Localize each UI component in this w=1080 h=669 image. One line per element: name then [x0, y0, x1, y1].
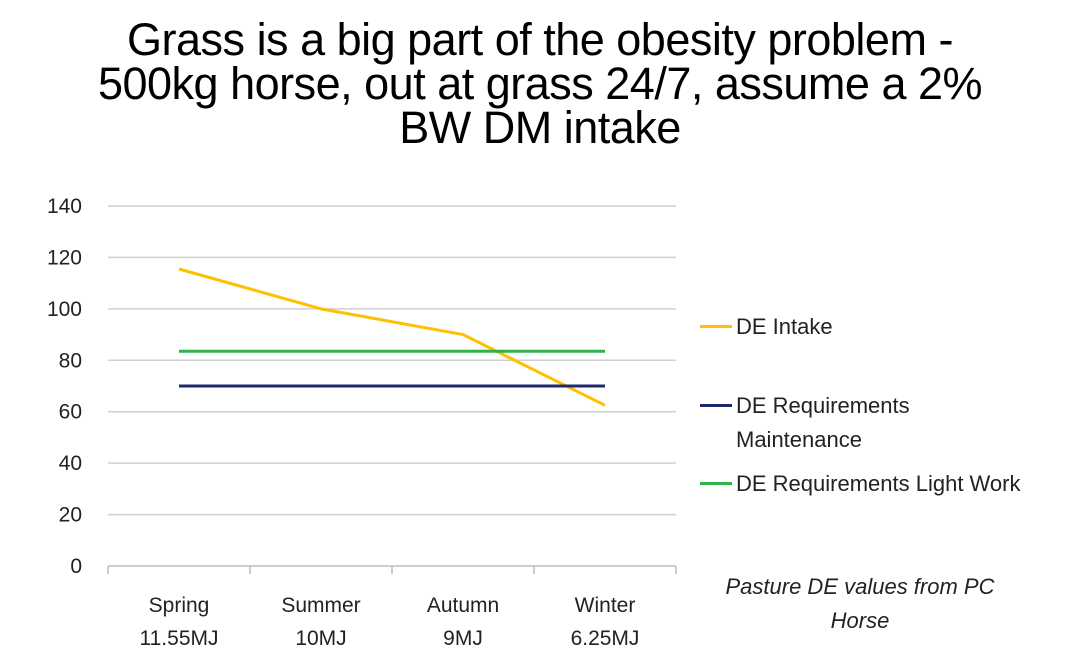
x-tick-label: 9MJ: [443, 627, 483, 650]
y-tick-label: 60: [59, 401, 82, 424]
y-tick-label: 20: [59, 504, 82, 527]
title-line: 500kg horse, out at grass 24/7, assume a…: [97, 58, 983, 109]
title-line: BW DM intake: [399, 102, 681, 153]
x-tick-label: 6.25MJ: [571, 627, 640, 650]
y-tick-label: 0: [70, 555, 82, 578]
series-line: [178, 267, 606, 407]
x-tick-label: 11.55MJ: [140, 627, 219, 650]
x-tick-label: Winter: [575, 594, 636, 617]
chart-title: Grass is a big part of the obesity probl…: [0, 14, 1080, 153]
y-tick-label: 80: [59, 349, 82, 372]
legend-swatch: [700, 482, 732, 485]
y-tick-label: 140: [47, 195, 82, 218]
y-tick-label: 100: [47, 298, 82, 321]
x-tick-label: Spring: [149, 594, 210, 617]
x-tick-label: Summer: [281, 594, 360, 617]
x-tick-label: 10MJ: [295, 627, 346, 650]
title-line: Grass is a big part of the obesity probl…: [127, 14, 953, 65]
legend-swatch: [700, 404, 732, 407]
legend-label: DE Requirements Light Work: [736, 471, 1021, 496]
legend-label: DE Intake: [736, 314, 833, 339]
legend-label: DE Requirements Maintenance: [736, 393, 910, 452]
source-note: Pasture DE values from PC Horse: [725, 574, 995, 633]
x-tick-label: Autumn: [427, 594, 499, 617]
y-tick-label: 40: [59, 452, 82, 475]
y-tick-label: 120: [47, 246, 82, 269]
legend-swatch: [700, 325, 732, 328]
